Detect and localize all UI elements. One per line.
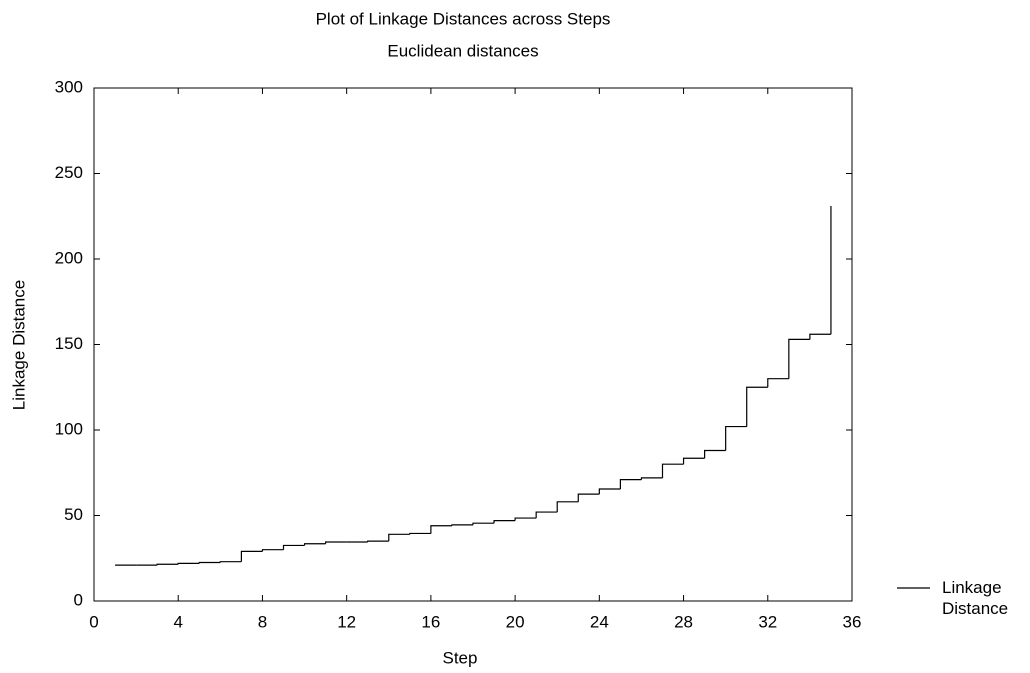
step-segment [682,457,705,465]
step-segment [367,540,389,543]
y-tick-label: 250 [55,163,83,182]
step-segment [472,522,495,525]
chart-subtitle: Euclidean distances [387,41,538,60]
step-segment [640,477,663,480]
x-axis-label: Step [443,648,478,667]
step-segment [619,478,642,489]
y-axis-label: Linkage Distance [9,280,28,410]
y-tick-label: 100 [55,419,83,438]
x-tick-label: 20 [506,612,525,631]
step-segment [493,520,516,524]
step-segment [430,525,452,534]
step-segment [156,563,179,566]
step-segment [177,562,200,565]
x-tick-label: 12 [337,612,356,631]
step-segment [303,543,326,546]
x-tick-label: 36 [843,612,862,631]
step-segment [282,544,305,550]
step-segment [788,338,810,379]
y-tick-label: 0 [74,590,83,609]
step-segment [388,533,410,542]
step-segment [556,501,579,513]
x-tick-label: 24 [590,612,609,631]
step-segment [325,541,347,544]
step-segment [409,532,431,535]
x-tick-label: 16 [421,612,440,631]
x-tick-label: 4 [173,612,182,631]
x-tick-label: 0 [89,612,98,631]
step-segment [704,449,726,459]
step-segment [451,524,473,526]
step-segment [809,333,831,340]
x-tick-label: 32 [758,612,777,631]
step-segment [598,488,621,495]
step-segment [198,561,221,564]
step-segment [219,561,242,563]
y-tick-label: 300 [55,77,83,96]
step-segment [514,517,537,521]
x-tick-label: 8 [258,612,267,631]
x-tick-label: 28 [674,612,693,631]
step-segment [577,493,600,502]
y-tick-label: 150 [55,334,83,353]
y-tick-label: 50 [64,505,83,524]
step-segment [767,378,789,388]
step-segment [261,549,284,552]
chart-title: Plot of Linkage Distances across Steps [316,9,611,28]
step-segment [535,511,558,519]
step-segment [661,463,684,478]
legend-label: Linkage Distance [942,578,1009,618]
step-segment [240,550,263,562]
step-segment [746,386,768,427]
step-segment [725,425,747,451]
y-tick-label: 200 [55,248,83,267]
